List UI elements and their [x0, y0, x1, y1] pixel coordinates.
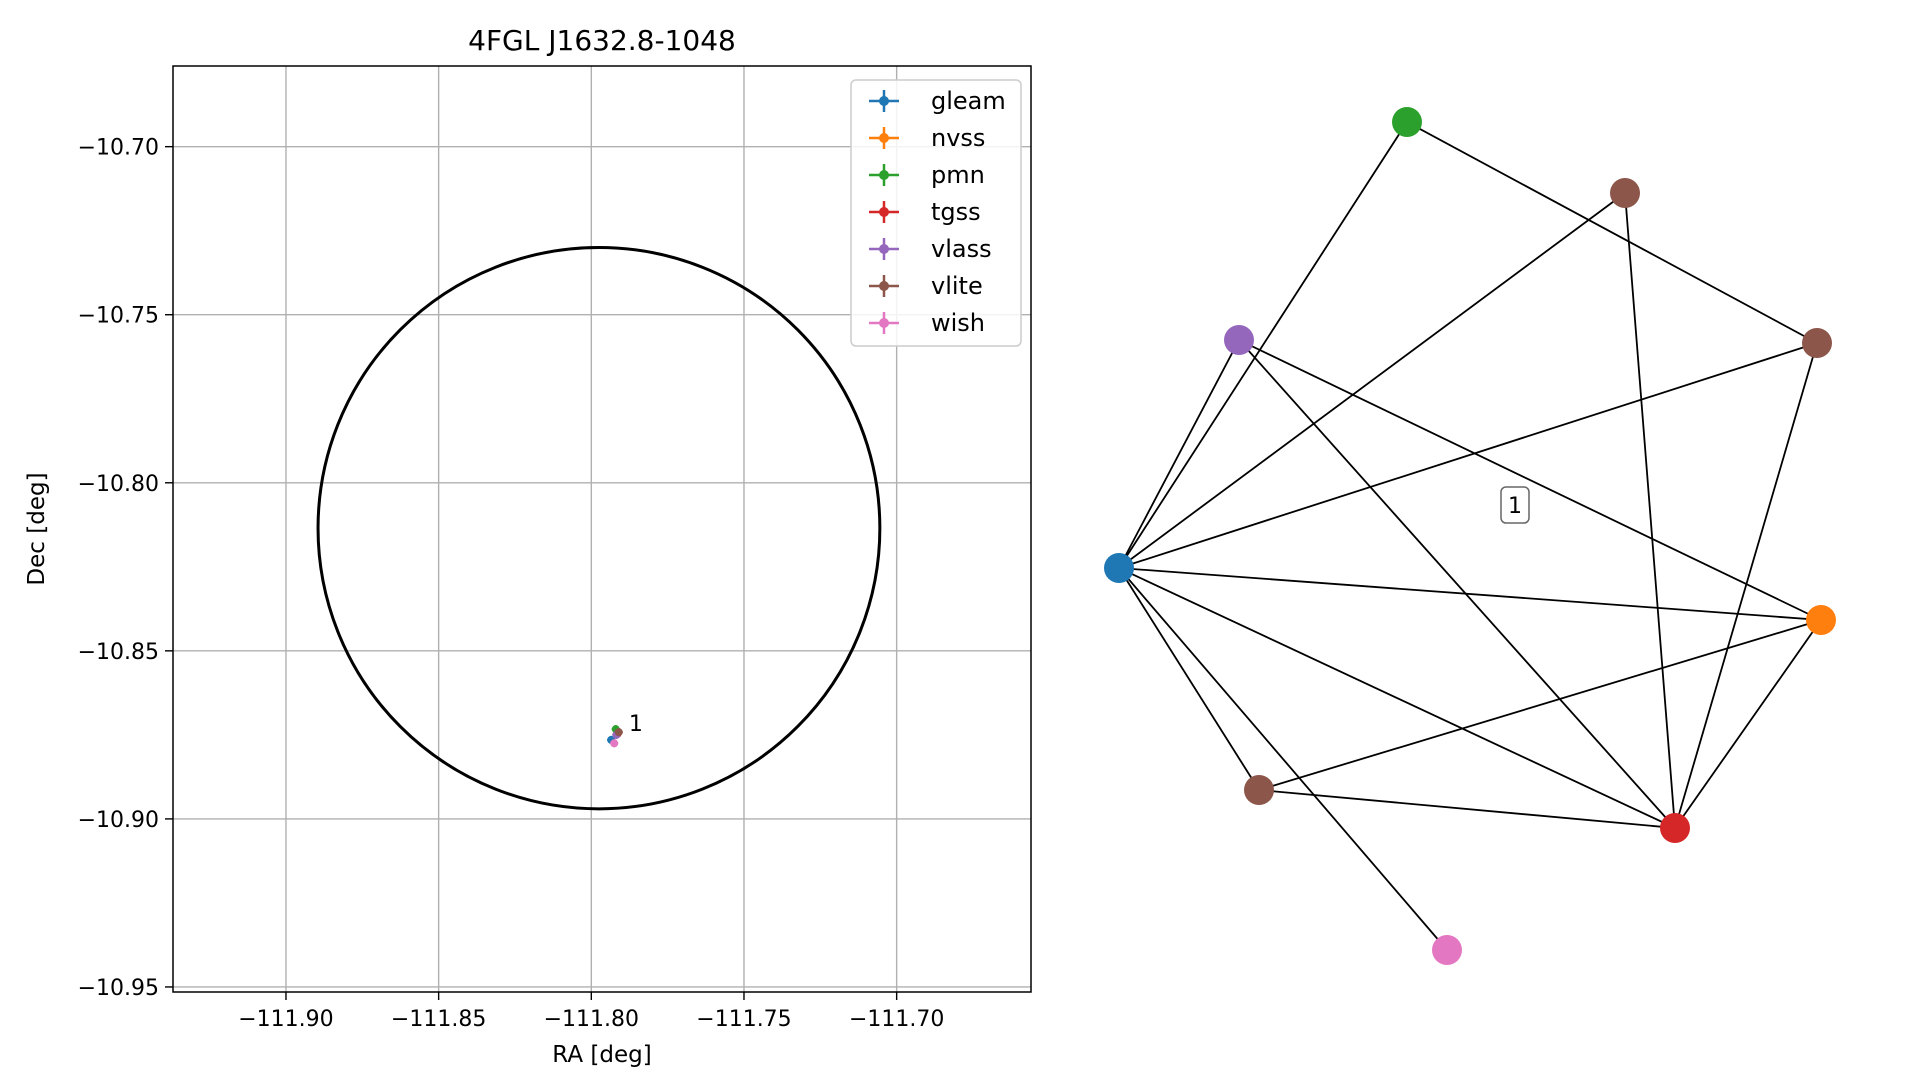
network-graph-panel: 1 [1104, 107, 1836, 965]
edge-vlass-nvss [1238, 339, 1822, 621]
nodes [1104, 107, 1836, 965]
edge-vlite_b-tgss [1674, 342, 1818, 829]
legend-marker-tgss [879, 207, 889, 217]
y-tick-label: −10.90 [78, 808, 159, 833]
legend-entry-gleam: gleam [869, 87, 1006, 115]
y-tick-label: −10.70 [78, 136, 159, 161]
legend-entry-vlite: vlite [869, 272, 983, 300]
legend-marker-pmn [879, 170, 889, 180]
legend-label-vlass: vlass [931, 235, 992, 263]
edge-gleam-pmn [1118, 121, 1408, 569]
edge-gleam-vlite_c [1118, 567, 1260, 791]
edge-nvss-tgss [1674, 619, 1822, 829]
node-nvss [1806, 605, 1836, 635]
legend-entry-wish: wish [869, 309, 985, 337]
legend-label-nvss: nvss [931, 124, 985, 152]
point-wish [610, 739, 619, 748]
edge-gleam-vlass [1118, 339, 1240, 569]
edge-gleam-vlite_b [1118, 342, 1818, 569]
edge-gleam-tgss [1118, 567, 1676, 829]
edge-vlite_a-tgss [1624, 192, 1676, 829]
legend-box [850, 79, 1022, 347]
edges [1118, 121, 1822, 951]
point-annotation: 1 [629, 712, 643, 737]
x-tick-label: −111.90 [238, 1007, 333, 1032]
x-tick-label: −111.85 [391, 1007, 486, 1032]
node-tgss [1660, 813, 1690, 843]
legend-marker-wish [879, 318, 889, 328]
edge-gleam-vlite_a [1118, 192, 1626, 569]
sky-plot-panel: 1 −111.90 −111.85 −111.80 −111.75 −111.70 −10… [24, 24, 1032, 1068]
y-tick-label: −10.85 [78, 640, 159, 665]
chart-title: 4FGL J1632.8-1048 [468, 24, 736, 57]
edge-gleam-nvss [1118, 567, 1822, 621]
x-tick-label: −111.80 [544, 1007, 639, 1032]
node-wish [1432, 935, 1462, 965]
legend-marker-vlass [879, 244, 889, 254]
ticks: −111.90 −111.85 −111.80 −111.75 −111.70 −10.7… [78, 136, 945, 1032]
legend-marker-nvss [879, 133, 889, 143]
node-vlite_a [1610, 178, 1640, 208]
annotation-layer: 1 [629, 712, 643, 737]
legend-entry-tgss: tgss [869, 198, 981, 226]
y-tick-label: −10.75 [78, 304, 159, 329]
node-vlite_c [1244, 775, 1274, 805]
y-tick-label: −10.80 [78, 472, 159, 497]
legend-entry-vlass: vlass [869, 235, 992, 263]
axes-frame [172, 65, 1032, 993]
legend-marker-vlite [879, 281, 889, 291]
points-layer [607, 725, 623, 748]
ellipse-layer [316, 246, 882, 811]
node-gleam [1104, 553, 1134, 583]
localization-ellipse [316, 246, 882, 811]
x-axis-label: RA [deg] [552, 1042, 651, 1068]
legend-marker-gleam [879, 96, 889, 106]
legend-label-tgss: tgss [931, 198, 981, 226]
node-vlite_b [1802, 328, 1832, 358]
legend-entry-nvss: nvss [869, 124, 985, 152]
legend-label-gleam: gleam [931, 87, 1006, 115]
edge-vlass-tgss [1238, 339, 1676, 829]
edge-nvss-vlite_c [1258, 619, 1822, 791]
cluster-label-text: 1 [1508, 494, 1522, 519]
legend-entry-pmn: pmn [869, 161, 985, 189]
y-axis-label: Dec [deg] [24, 472, 50, 585]
legend-label-pmn: pmn [931, 161, 985, 189]
y-tick-label: −10.95 [78, 976, 159, 1001]
x-tick-label: −111.75 [696, 1007, 791, 1032]
x-tick-label: −111.70 [849, 1007, 944, 1032]
node-pmn [1392, 107, 1422, 137]
legend-label-wish: wish [931, 309, 985, 337]
legend: gleam nvss pmn tgss vlass vlite wish [850, 79, 1022, 347]
edge-pmn-vlite_b [1406, 121, 1818, 344]
node-vlass [1224, 325, 1254, 355]
grid [173, 66, 1031, 992]
point-vlite [614, 728, 623, 737]
cluster-label: 1 [1500, 486, 1530, 524]
edge-gleam-wish [1118, 567, 1448, 951]
edge-vlite_c-tgss [1258, 789, 1676, 829]
cluster-label-box [1500, 486, 1530, 524]
legend-label-vlite: vlite [931, 272, 983, 300]
